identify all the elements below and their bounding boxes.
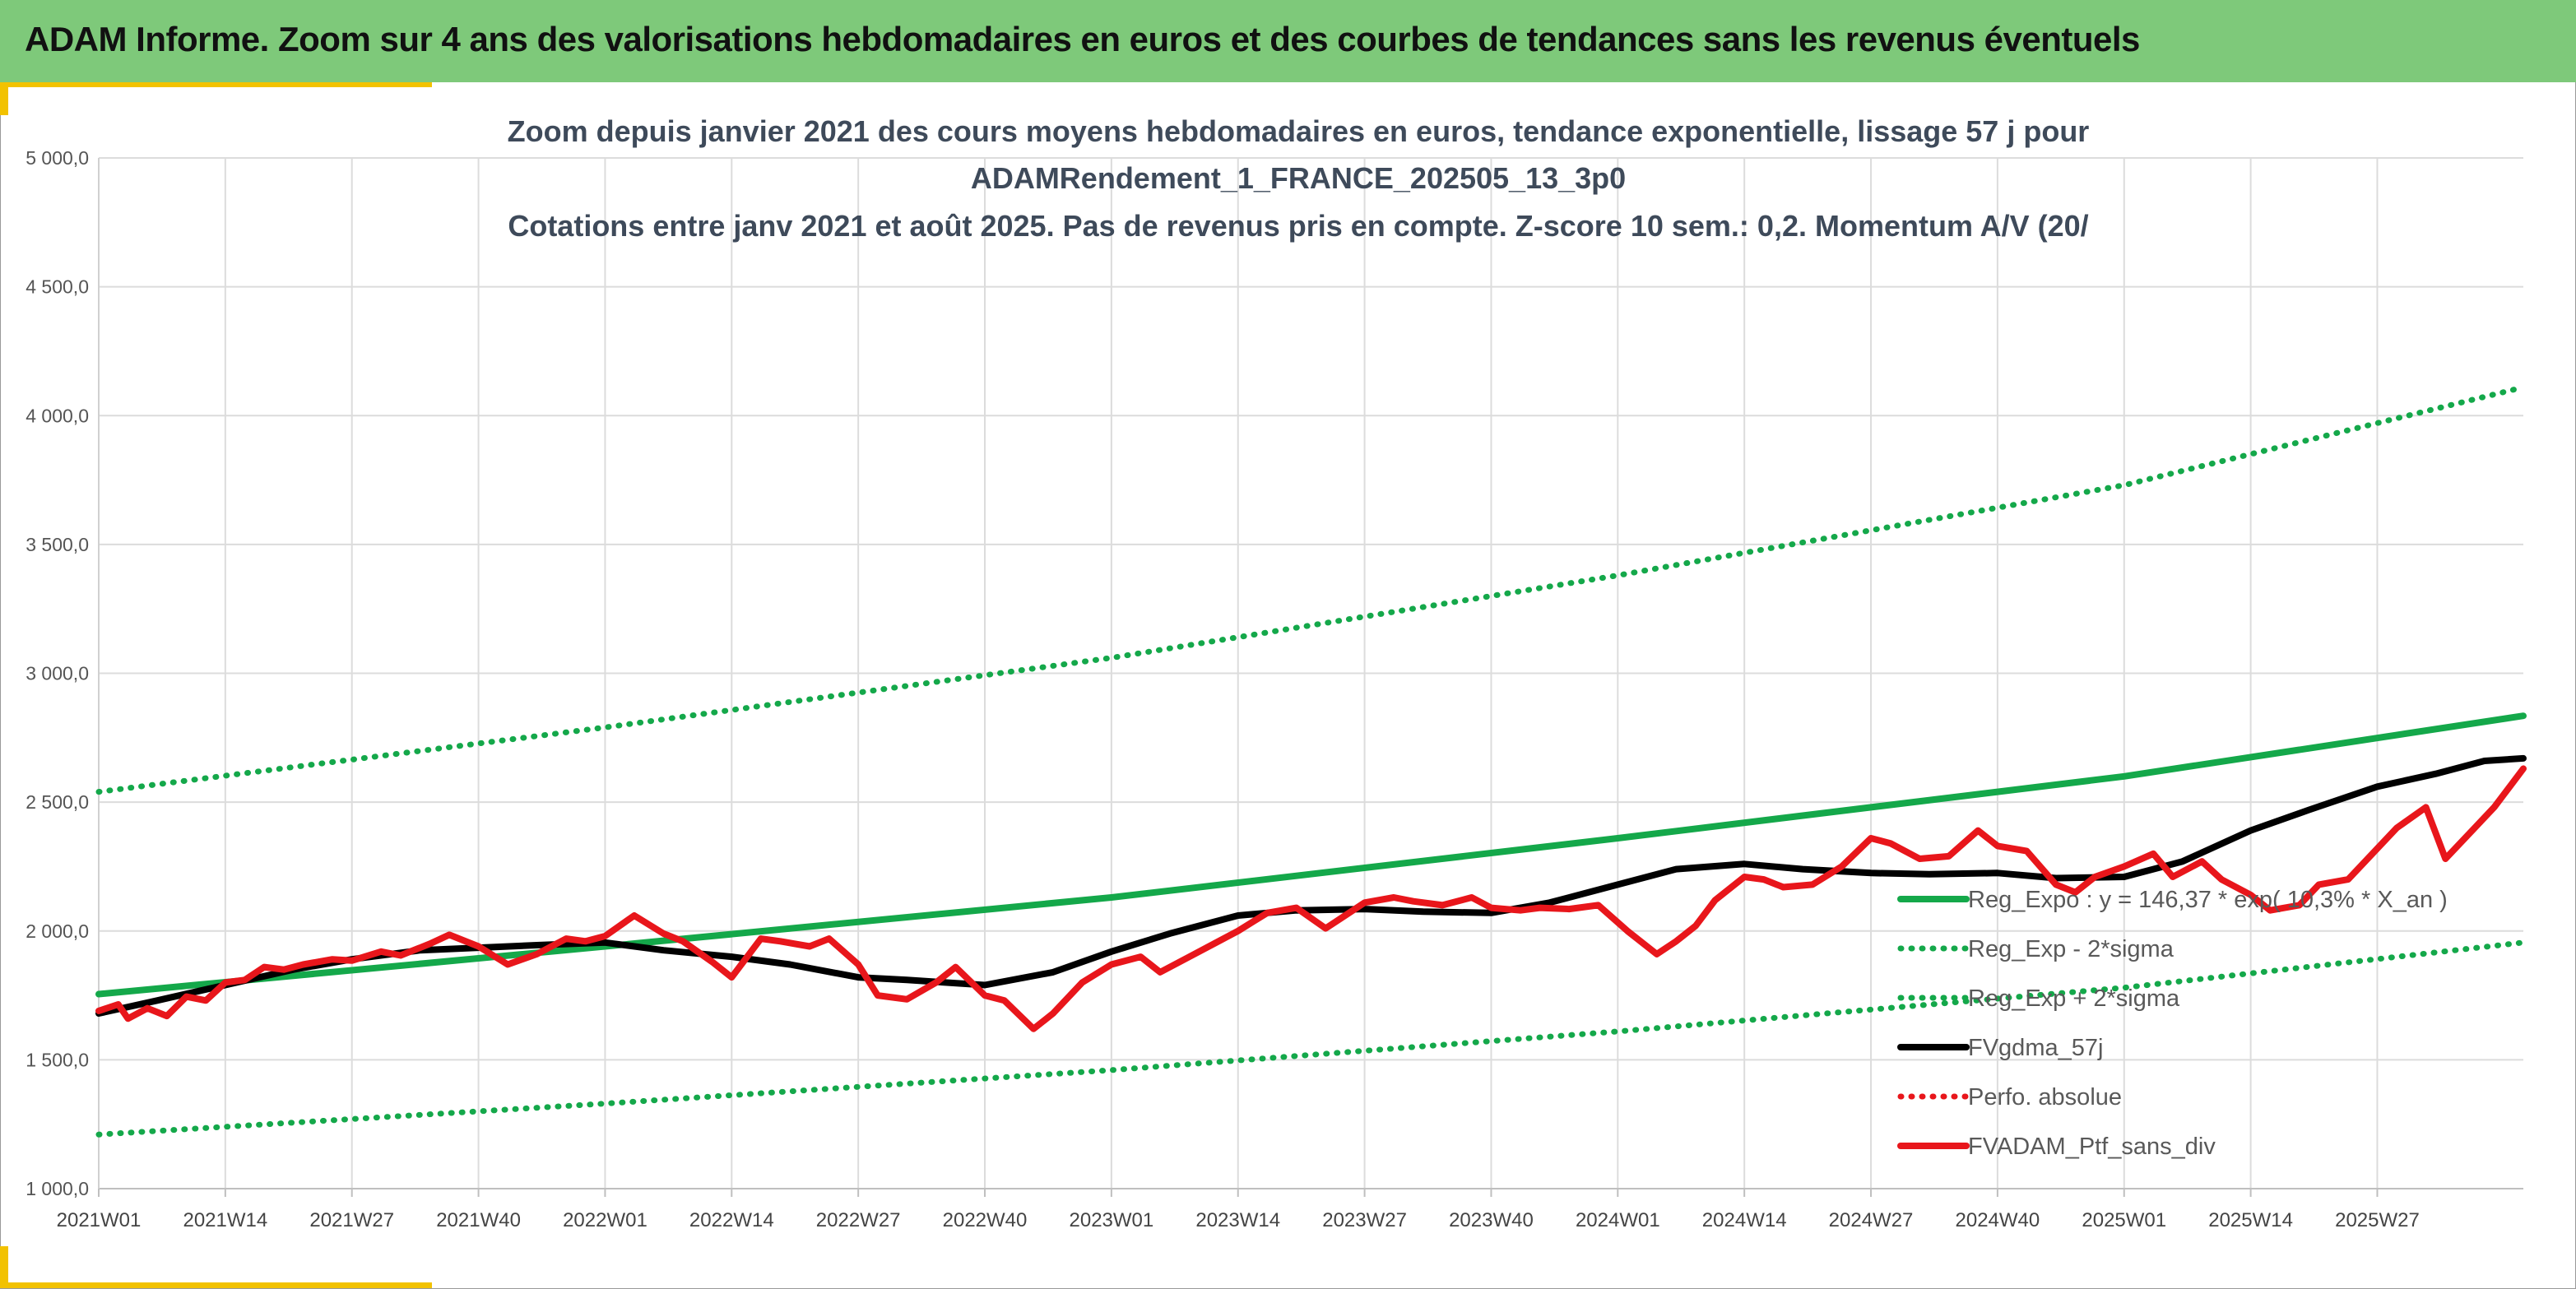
x-tick-label: 2025W27 bbox=[2335, 1209, 2420, 1231]
legend-label-fvgdma-57j: FVgdma_57j bbox=[1968, 1035, 2103, 1061]
x-tick-label: 2023W01 bbox=[1070, 1209, 1154, 1231]
y-tick-label: 3 000,0 bbox=[26, 663, 89, 684]
x-tick-label: 2025W14 bbox=[2208, 1209, 2293, 1231]
y-tick-label: 2 000,0 bbox=[26, 920, 89, 942]
accent-bar-top-left bbox=[0, 82, 8, 115]
y-tick-label: 2 500,0 bbox=[26, 791, 89, 813]
chart-title-line-3: Cotations entre janv 2021 et août 2025. … bbox=[508, 209, 2088, 243]
x-tick-label: 2021W01 bbox=[57, 1209, 142, 1231]
legend-label-perfo-absolue: Perfo. absolue bbox=[1968, 1084, 2122, 1110]
chart-title-line-2: ADAMRendement_1_FRANCE_202505_13_3p0 bbox=[971, 161, 1626, 195]
legend-label-reg-exp-2-sigma: Reg_Exp - 2*sigma bbox=[1968, 936, 2175, 962]
legend: Reg_Expo : y = 146,37 * exp( 10,3% * X_a… bbox=[1897, 887, 2448, 1160]
x-tick-label: 2025W01 bbox=[2082, 1209, 2166, 1231]
x-tick-label: 2024W14 bbox=[1702, 1209, 1787, 1231]
legend-label-reg-expo-y-146-37-exp-10-3-x-an: Reg_Expo : y = 146,37 * exp( 10,3% * X_a… bbox=[1968, 887, 2448, 913]
y-tick-label: 3 500,0 bbox=[26, 534, 89, 555]
series-line-reg-expo-y-146-37-exp-10-3-x-an bbox=[95, 712, 2527, 998]
x-tick-label: 2024W27 bbox=[1829, 1209, 1914, 1231]
y-axis: 1 000,0 1 500,0 2 000,0 2 500,0 3 000,0 3 500… bbox=[26, 147, 89, 1199]
series-line-fvgdma-57j bbox=[95, 754, 2527, 1017]
grid bbox=[98, 157, 2523, 1197]
x-tick-label: 2022W01 bbox=[563, 1209, 647, 1231]
x-tick-label: 2022W40 bbox=[943, 1209, 1028, 1231]
x-tick-label: 2023W14 bbox=[1195, 1209, 1280, 1231]
series-line-reg-exp-2-sigma bbox=[95, 384, 2527, 795]
x-tick-label: 2022W27 bbox=[816, 1209, 901, 1231]
chart-title: Zoom depuis janvier 2021 des cours moyen… bbox=[508, 114, 2090, 243]
series-line-fvadam-ptf-sans-div bbox=[95, 765, 2527, 1032]
banner-title: ADAM Informe. Zoom sur 4 ans des valoris… bbox=[25, 20, 2140, 58]
x-tick-label: 2024W40 bbox=[1956, 1209, 2040, 1231]
x-tick-label: 2024W01 bbox=[1576, 1209, 1660, 1231]
x-tick-label: 2023W27 bbox=[1322, 1209, 1407, 1231]
y-tick-label: 5 000,0 bbox=[26, 147, 89, 169]
y-tick-label: 1 500,0 bbox=[26, 1049, 89, 1070]
accent-bar-top bbox=[0, 82, 432, 87]
y-tick-label: 4 500,0 bbox=[26, 276, 89, 298]
series-group bbox=[95, 384, 2527, 1138]
y-tick-label: 1 000,0 bbox=[26, 1178, 89, 1199]
accent-bar-bottom-left bbox=[0, 1246, 8, 1287]
x-tick-label: 2023W40 bbox=[1449, 1209, 1534, 1231]
x-tick-label: 2021W40 bbox=[436, 1209, 521, 1231]
y-tick-label: 4 000,0 bbox=[26, 405, 89, 426]
x-tick-label: 2022W14 bbox=[689, 1209, 774, 1231]
x-tick-label: 2021W14 bbox=[183, 1209, 267, 1231]
accent-bar-bottom bbox=[0, 1282, 432, 1288]
x-tick-label: 2021W27 bbox=[309, 1209, 394, 1231]
legend-label-fvadam-ptf-sans-div: FVADAM_Ptf_sans_div bbox=[1968, 1134, 2216, 1160]
x-axis: 2021W01 2021W14 2021W27 2021W40 2022W01 2022W… bbox=[57, 1209, 2420, 1231]
legend-label-reg-exp-2-sigma: Reg_Exp + 2*sigma bbox=[1968, 985, 2180, 1012]
chart-title-line-1: Zoom depuis janvier 2021 des cours moyen… bbox=[508, 114, 2090, 148]
series-line-reg-exp-2-sigma bbox=[95, 939, 2527, 1138]
header-banner: ADAM Informe. Zoom sur 4 ans des valoris… bbox=[0, 0, 2576, 82]
